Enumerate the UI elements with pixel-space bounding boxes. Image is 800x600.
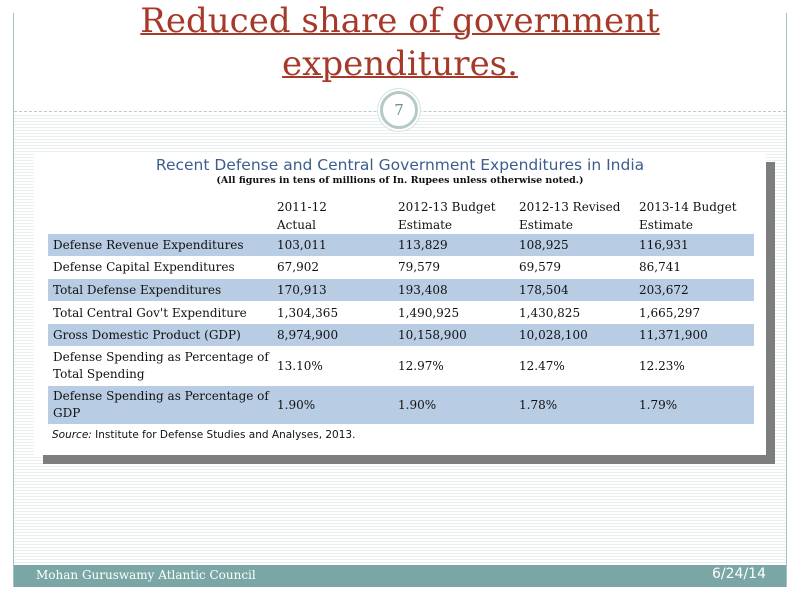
row-value: 1.90% [277,398,316,412]
row-value: 116,931 [639,238,689,252]
slide-footer: Mohan Guruswamy Atlantic Council 6/24/14 [14,565,786,587]
row-value: 10,028,100 [519,328,588,342]
row-value: 193,408 [398,283,448,297]
row-label: Total Central Gov't Expenditure [53,306,247,320]
slide-title: Reduced share of government expenditures… [14,0,786,86]
page-number: 7 [394,101,404,119]
footer-date: 6/24/14 [712,566,766,582]
row-label: Gross Domestic Product (GDP) [53,328,241,342]
row-value: 203,672 [639,283,689,297]
row-value: 1,665,297 [639,306,701,320]
row-label: Defense Spending as Percentage of Total … [53,350,269,381]
row-value: 79,579 [398,260,440,274]
table-row: Defense Spending as Percentage of Total … [48,347,754,385]
row-value: 1.79% [639,398,678,412]
source-label: Source: [52,429,92,441]
table-source-note: Source: Institute for Defense Studies an… [52,429,355,441]
column-header: 2011-12 Actual [277,200,327,232]
slide-title-line1: Reduced share of government [140,1,660,41]
table-row: Defense Revenue Expenditures 103,011 113… [48,234,754,256]
column-header: 2012-13 Revised Estimate [519,200,621,232]
row-label: Defense Spending as Percentage of GDP [53,389,269,420]
row-value: 12.23% [639,359,685,373]
row-value: 11,371,900 [639,328,708,342]
row-value: 178,504 [519,283,569,297]
row-value: 12.47% [519,359,565,373]
source-text: Institute for Defense Studies and Analys… [91,429,356,441]
row-value: 8,974,900 [277,328,339,342]
slide-title-line2: expenditures. [282,44,518,84]
page-number-badge: 7 [380,91,418,129]
expenditure-table: Recent Defense and Central Government Ex… [34,152,766,455]
table-title: Recent Defense and Central Government Ex… [155,156,645,174]
row-value: 170,913 [277,283,327,297]
row-value: 108,925 [519,238,569,252]
table-subtitle: (All figures in tens of millions of In. … [216,175,584,186]
row-value: 1,490,925 [398,306,460,320]
footer-author: Mohan Guruswamy Atlantic Council [36,568,256,582]
table-row: Defense Spending as Percentage of GDP 1.… [48,386,754,424]
row-value: 86,741 [639,260,681,274]
row-value: 10,158,900 [398,328,467,342]
table-row: Gross Domestic Product (GDP) 8,974,900 1… [48,324,754,346]
table-row: Total Central Gov't Expenditure 1,304,36… [48,302,754,324]
row-value: 103,011 [277,238,327,252]
row-value: 1,304,365 [277,306,339,320]
row-label: Total Defense Expenditures [53,283,222,297]
row-value: 1.78% [519,398,558,412]
row-value: 13.10% [277,359,323,373]
row-value: 69,579 [519,260,561,274]
table-row: Total Defense Expenditures 170,913 193,4… [48,279,754,301]
row-value: 67,902 [277,260,319,274]
row-label: Defense Capital Expenditures [53,260,235,274]
row-value: 1.90% [398,398,437,412]
row-value: 1,430,825 [519,306,581,320]
table-row: Defense Capital Expenditures 67,902 79,5… [48,256,754,278]
column-header: 2012-13 Budget Estimate [398,200,496,232]
row-value: 12.97% [398,359,444,373]
column-header: 2013-14 Budget Estimate [639,200,737,232]
row-value: 113,829 [398,238,448,252]
row-label: Defense Revenue Expenditures [53,238,244,252]
